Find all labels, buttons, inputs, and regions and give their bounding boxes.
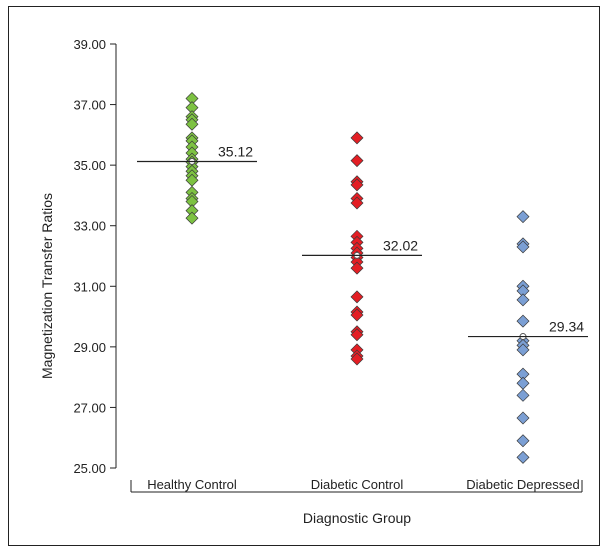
x-axis: Healthy Control Diabetic Control Diabetic … bbox=[130, 477, 583, 493]
data-point bbox=[516, 411, 530, 425]
data-point bbox=[185, 211, 199, 225]
data-point bbox=[350, 178, 364, 192]
y-tick-label: 25.00 bbox=[73, 461, 106, 476]
y-tick-label: 39.00 bbox=[73, 37, 106, 52]
data-point bbox=[516, 434, 530, 448]
data-point bbox=[350, 261, 364, 275]
chart-frame bbox=[8, 6, 600, 546]
y-tick-label: 37.00 bbox=[73, 98, 106, 113]
data-point bbox=[350, 154, 364, 168]
mean-lines: 35.12 32.02 29.34 bbox=[137, 144, 588, 341]
y-tick-label: 29.00 bbox=[73, 340, 106, 355]
y-tick-label: 27.00 bbox=[73, 400, 106, 415]
data-points bbox=[185, 92, 530, 464]
y-axis: 25.00 27.00 29.00 31.00 33.00 35.00 37.00 39.00 bbox=[73, 37, 117, 476]
y-tick-label: 31.00 bbox=[73, 279, 106, 294]
data-point bbox=[185, 117, 199, 131]
data-point bbox=[516, 343, 530, 357]
data-point bbox=[516, 240, 530, 254]
data-point bbox=[516, 314, 530, 328]
y-axis-title: Magnetization Transfer Ratios bbox=[39, 193, 55, 379]
x-category-label: Diabetic Depressed bbox=[466, 477, 579, 492]
data-point bbox=[350, 290, 364, 304]
y-tick-label: 33.00 bbox=[73, 219, 106, 234]
data-point bbox=[350, 131, 364, 145]
data-point bbox=[350, 352, 364, 366]
x-category-label: Diabetic Control bbox=[311, 477, 404, 492]
data-point bbox=[350, 308, 364, 322]
data-point bbox=[516, 450, 530, 464]
x-category-label: Healthy Control bbox=[147, 477, 237, 492]
mean-label: 32.02 bbox=[383, 237, 418, 253]
data-point bbox=[516, 388, 530, 402]
y-tick-label: 35.00 bbox=[73, 158, 106, 173]
data-point bbox=[350, 328, 364, 342]
mean-label: 35.12 bbox=[218, 144, 253, 160]
x-axis-title: Diagnostic Group bbox=[303, 510, 411, 526]
data-point bbox=[350, 196, 364, 210]
mean-label: 29.34 bbox=[549, 319, 584, 335]
data-point bbox=[516, 293, 530, 307]
data-point bbox=[516, 210, 530, 224]
data-point bbox=[516, 376, 530, 390]
